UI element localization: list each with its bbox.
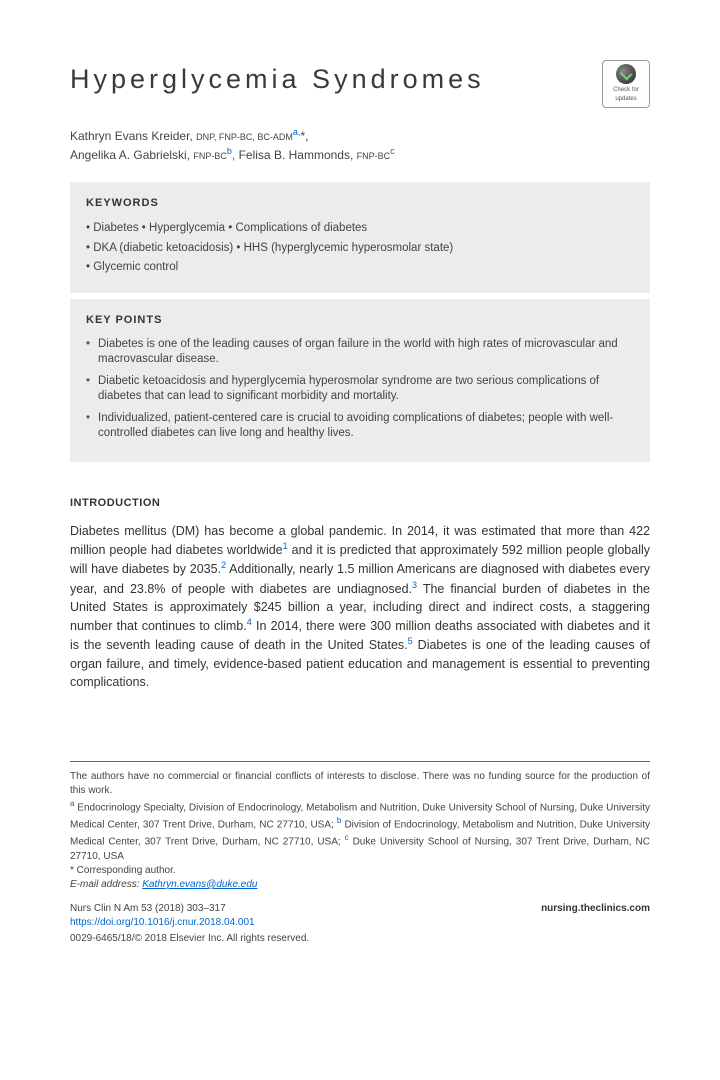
keywords-l3: • Glycemic control	[86, 259, 634, 276]
keypoint-3: Individualized, patient-centered care is…	[86, 411, 634, 442]
keywords-box: KEYWORDS • Diabetes • Hyperglycemia • Co…	[70, 182, 650, 293]
citation: Nurs Clin N Am 53 (2018) 303–317	[70, 902, 255, 916]
badge-line2: updates	[615, 95, 636, 104]
author3-name: Felisa B. Hammonds,	[239, 148, 357, 162]
author1-cred: DNP, FNP-BC, BC-ADM	[196, 132, 293, 142]
author-sep1: ,	[305, 129, 308, 143]
keypoints-heading: KEY POINTS	[86, 313, 634, 329]
check-updates-icon	[616, 64, 636, 84]
author-sep2: ,	[232, 148, 239, 162]
email-link[interactable]: Kathryn.evans@duke.edu	[142, 879, 257, 890]
article-title: Hyperglycemia Syndromes	[70, 60, 485, 99]
affiliations: a Endocrinology Specialty, Division of E…	[70, 798, 650, 864]
author3-sup: c	[390, 146, 395, 156]
keypoints-box: KEY POINTS Diabetes is one of the leadin…	[70, 299, 650, 462]
email-label: E-mail address:	[70, 879, 142, 890]
author3-cred: FNP-BC	[357, 151, 391, 161]
author1-name: Kathryn Evans Kreider,	[70, 129, 196, 143]
author2-name: Angelika A. Gabrielski,	[70, 148, 193, 162]
corresponding-label: * Corresponding author.	[70, 864, 650, 878]
keypoint-2: Diabetic ketoacidosis and hyperglycemia …	[86, 374, 634, 405]
copyright: 0029-6465/18/© 2018 Elsevier Inc. All ri…	[70, 932, 650, 946]
disclosure: The authors have no commercial or financ…	[70, 770, 650, 798]
authors-block: Kathryn Evans Kreider, DNP, FNP-BC, BC-A…	[70, 126, 650, 164]
keypoint-1: Diabetes is one of the leading causes of…	[86, 337, 634, 368]
journal-site[interactable]: nursing.theclinics.com	[541, 902, 650, 930]
doi-link[interactable]: https://doi.org/10.1016/j.cnur.2018.04.0…	[70, 916, 255, 930]
author2-cred: FNP-BC	[193, 151, 227, 161]
badge-line1: Check for	[613, 86, 639, 95]
keywords-l1: • Diabetes • Hyperglycemia • Complicatio…	[86, 220, 634, 237]
intro-heading: INTRODUCTION	[70, 496, 650, 512]
title-row: Hyperglycemia Syndromes Check for update…	[70, 60, 650, 108]
check-updates-badge[interactable]: Check for updates	[602, 60, 650, 108]
footnotes-block: The authors have no commercial or financ…	[70, 761, 650, 946]
keywords-heading: KEYWORDS	[86, 196, 634, 212]
keywords-l2: • DKA (diabetic ketoacidosis) • HHS (hyp…	[86, 240, 634, 257]
intro-paragraph: Diabetes mellitus (DM) has become a glob…	[70, 522, 650, 691]
